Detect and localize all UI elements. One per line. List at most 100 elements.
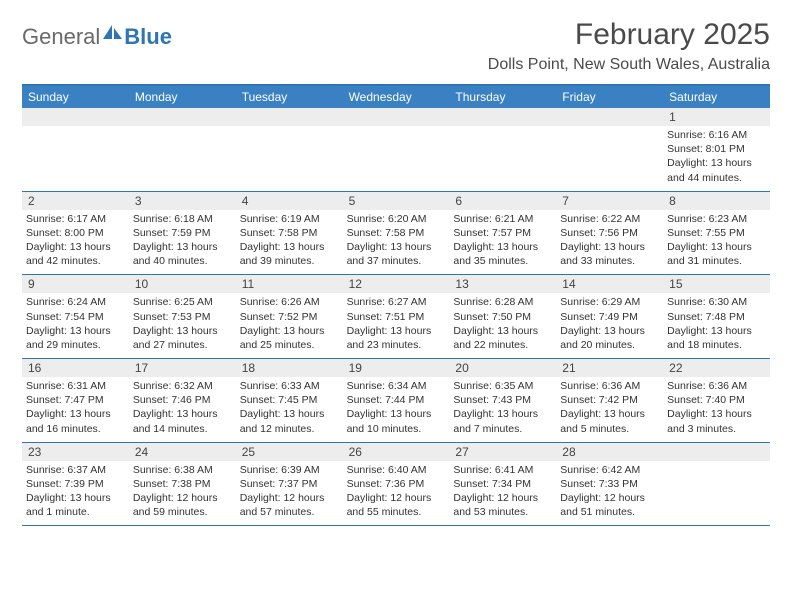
daylight-text: Daylight: 13 hours and 29 minutes. xyxy=(26,324,125,352)
day-number: 19 xyxy=(343,359,450,377)
day-cell: 21Sunrise: 6:36 AMSunset: 7:42 PMDayligh… xyxy=(556,359,663,442)
day-details: Sunrise: 6:31 AMSunset: 7:47 PMDaylight:… xyxy=(26,379,125,436)
day-cell xyxy=(236,108,343,191)
day-number: 20 xyxy=(449,359,556,377)
sunset-text: Sunset: 7:56 PM xyxy=(560,226,659,240)
daylight-text: Daylight: 13 hours and 10 minutes. xyxy=(347,407,446,435)
sunset-text: Sunset: 7:34 PM xyxy=(453,477,552,491)
sunrise-text: Sunrise: 6:23 AM xyxy=(667,212,766,226)
day-details: Sunrise: 6:30 AMSunset: 7:48 PMDaylight:… xyxy=(667,295,766,352)
sunrise-text: Sunrise: 6:19 AM xyxy=(240,212,339,226)
sunset-text: Sunset: 7:57 PM xyxy=(453,226,552,240)
daylight-text: Daylight: 13 hours and 5 minutes. xyxy=(560,407,659,435)
sunset-text: Sunset: 7:47 PM xyxy=(26,393,125,407)
sunset-text: Sunset: 7:39 PM xyxy=(26,477,125,491)
day-details: Sunrise: 6:34 AMSunset: 7:44 PMDaylight:… xyxy=(347,379,446,436)
weekday-header: Tuesday xyxy=(236,86,343,108)
day-number: 13 xyxy=(449,275,556,293)
daylight-text: Daylight: 13 hours and 31 minutes. xyxy=(667,240,766,268)
day-number: 9 xyxy=(22,275,129,293)
day-cell xyxy=(449,108,556,191)
daylight-text: Daylight: 13 hours and 27 minutes. xyxy=(133,324,232,352)
sunset-text: Sunset: 8:01 PM xyxy=(667,142,766,156)
sunset-text: Sunset: 7:33 PM xyxy=(560,477,659,491)
day-cell xyxy=(556,108,663,191)
day-cell: 10 Sunrise: 6:25 AMSunset: 7:53 PMDayligh… xyxy=(129,275,236,358)
day-cell: 17 Sunrise: 6:32 AMSunset: 7:46 PMDayligh… xyxy=(129,359,236,442)
week-row: 1Sunrise: 6:16 AMSunset: 8:01 PMDaylight… xyxy=(22,108,770,192)
daylight-text: Daylight: 13 hours and 39 minutes. xyxy=(240,240,339,268)
brand-text-blue: Blue xyxy=(124,24,172,50)
day-cell: 15Sunrise: 6:30 AMSunset: 7:48 PMDayligh… xyxy=(663,275,770,358)
sunset-text: Sunset: 7:59 PM xyxy=(133,226,232,240)
day-cell: 20 Sunrise: 6:35 AMSunset: 7:43 PMDayligh… xyxy=(449,359,556,442)
sunrise-text: Sunrise: 6:20 AM xyxy=(347,212,446,226)
month-title: February 2025 xyxy=(488,18,770,52)
sunrise-text: Sunrise: 6:30 AM xyxy=(667,295,766,309)
daylight-text: Daylight: 13 hours and 42 minutes. xyxy=(26,240,125,268)
daylight-text: Daylight: 13 hours and 16 minutes. xyxy=(26,407,125,435)
sunrise-text: Sunrise: 6:27 AM xyxy=(347,295,446,309)
day-number: 4 xyxy=(236,192,343,210)
day-cell: 25 Sunrise: 6:39 AMSunset: 7:37 PMDayligh… xyxy=(236,443,343,526)
sunrise-text: Sunrise: 6:24 AM xyxy=(26,295,125,309)
day-details: Sunrise: 6:36 AMSunset: 7:42 PMDaylight:… xyxy=(560,379,659,436)
sunset-text: Sunset: 7:37 PM xyxy=(240,477,339,491)
week-row: 23Sunrise: 6:37 AMSunset: 7:39 PMDayligh… xyxy=(22,443,770,527)
sunset-text: Sunset: 7:40 PM xyxy=(667,393,766,407)
day-number: 25 xyxy=(236,443,343,461)
day-number xyxy=(556,108,663,126)
sunset-text: Sunset: 7:38 PM xyxy=(133,477,232,491)
daylight-text: Daylight: 13 hours and 25 minutes. xyxy=(240,324,339,352)
day-cell: 26Sunrise: 6:40 AMSunset: 7:36 PMDayligh… xyxy=(343,443,450,526)
day-number: 14 xyxy=(556,275,663,293)
daylight-text: Daylight: 13 hours and 14 minutes. xyxy=(133,407,232,435)
location-text: Dolls Point, New South Wales, Australia xyxy=(488,56,770,74)
weekday-header-row: Sunday Monday Tuesday Wednesday Thursday… xyxy=(22,86,770,108)
day-cell: 19 Sunrise: 6:34 AMSunset: 7:44 PMDayligh… xyxy=(343,359,450,442)
day-number: 10 xyxy=(129,275,236,293)
day-number: 3 xyxy=(129,192,236,210)
day-cell: 2Sunrise: 6:17 AMSunset: 8:00 PMDaylight… xyxy=(22,192,129,275)
sunset-text: Sunset: 7:36 PM xyxy=(347,477,446,491)
day-details: Sunrise: 6:36 AMSunset: 7:40 PMDaylight:… xyxy=(667,379,766,436)
day-number xyxy=(129,108,236,126)
sunset-text: Sunset: 7:48 PM xyxy=(667,310,766,324)
day-number: 16 xyxy=(22,359,129,377)
week-row: 9Sunrise: 6:24 AMSunset: 7:54 PMDaylight… xyxy=(22,275,770,359)
sunset-text: Sunset: 7:58 PM xyxy=(240,226,339,240)
day-cell: 3 Sunrise: 6:18 AMSunset: 7:59 PMDaylight… xyxy=(129,192,236,275)
day-number: 2 xyxy=(22,192,129,210)
daylight-text: Daylight: 13 hours and 20 minutes. xyxy=(560,324,659,352)
day-number: 22 xyxy=(663,359,770,377)
day-details: Sunrise: 6:18 AMSunset: 7:59 PMDaylight:… xyxy=(133,212,232,269)
sunrise-text: Sunrise: 6:40 AM xyxy=(347,463,446,477)
sunrise-text: Sunrise: 6:21 AM xyxy=(453,212,552,226)
day-details: Sunrise: 6:42 AMSunset: 7:33 PMDaylight:… xyxy=(560,463,659,520)
day-number: 1 xyxy=(663,108,770,126)
day-number xyxy=(236,108,343,126)
day-cell: 27Sunrise: 6:41 AMSunset: 7:34 PMDayligh… xyxy=(449,443,556,526)
day-details: Sunrise: 6:39 AMSunset: 7:37 PMDaylight:… xyxy=(240,463,339,520)
sunset-text: Sunset: 7:53 PM xyxy=(133,310,232,324)
sunrise-text: Sunrise: 6:35 AM xyxy=(453,379,552,393)
sunset-text: Sunset: 7:43 PM xyxy=(453,393,552,407)
day-number xyxy=(343,108,450,126)
day-details: Sunrise: 6:29 AMSunset: 7:49 PMDaylight:… xyxy=(560,295,659,352)
week-row: 2Sunrise: 6:17 AMSunset: 8:00 PMDaylight… xyxy=(22,192,770,276)
daylight-text: Daylight: 13 hours and 18 minutes. xyxy=(667,324,766,352)
day-details: Sunrise: 6:32 AMSunset: 7:46 PMDaylight:… xyxy=(133,379,232,436)
sunrise-text: Sunrise: 6:42 AM xyxy=(560,463,659,477)
day-number: 26 xyxy=(343,443,450,461)
day-number xyxy=(22,108,129,126)
day-number: 17 xyxy=(129,359,236,377)
daylight-text: Daylight: 13 hours and 7 minutes. xyxy=(453,407,552,435)
sunrise-text: Sunrise: 6:25 AM xyxy=(133,295,232,309)
sunset-text: Sunset: 7:44 PM xyxy=(347,393,446,407)
daylight-text: Daylight: 13 hours and 40 minutes. xyxy=(133,240,232,268)
weekday-header: Sunday xyxy=(22,86,129,108)
day-cell: 11Sunrise: 6:26 AMSunset: 7:52 PMDayligh… xyxy=(236,275,343,358)
calendar: Sunday Monday Tuesday Wednesday Thursday… xyxy=(22,84,770,526)
daylight-text: Daylight: 12 hours and 53 minutes. xyxy=(453,491,552,519)
day-cell: 28Sunrise: 6:42 AMSunset: 7:33 PMDayligh… xyxy=(556,443,663,526)
